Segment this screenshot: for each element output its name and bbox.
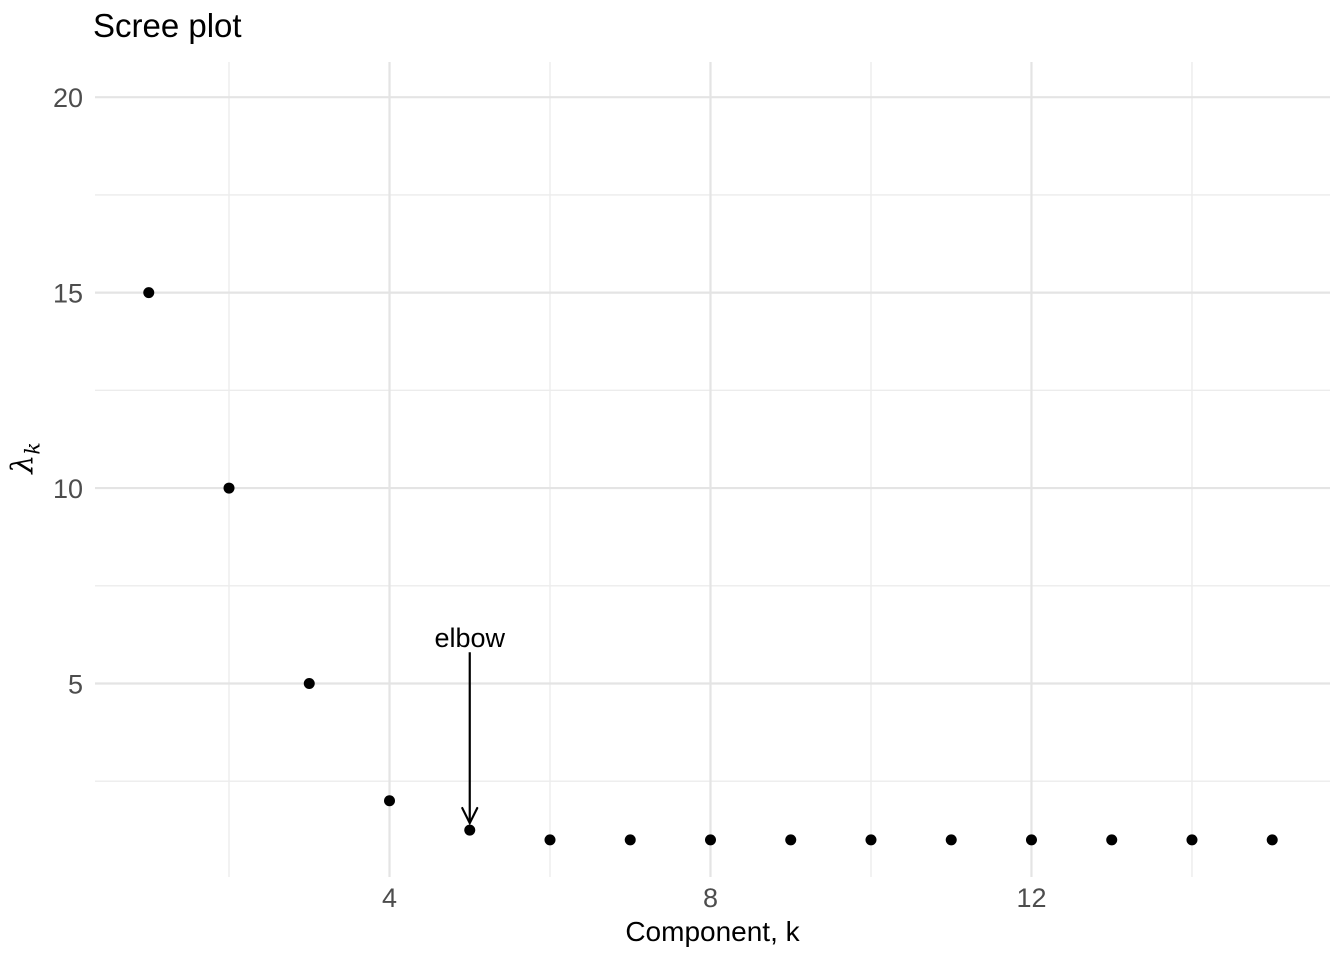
y-tick-label: 15 — [53, 279, 83, 309]
x-axis-title: Component, k — [625, 916, 800, 947]
annotation-label: elbow — [434, 623, 505, 653]
data-point — [223, 482, 235, 494]
data-point — [1106, 834, 1118, 846]
x-tick-label: 8 — [703, 883, 718, 913]
data-point — [1025, 834, 1037, 846]
data-point — [1266, 834, 1278, 846]
data-point — [384, 795, 396, 807]
data-point — [303, 678, 315, 690]
data-point — [704, 834, 716, 846]
data-point — [143, 287, 155, 299]
data-point — [785, 834, 797, 846]
x-tick-label: 4 — [382, 883, 397, 913]
data-point — [544, 834, 556, 846]
data-point — [945, 834, 957, 846]
y-tick-label: 10 — [53, 474, 83, 504]
annotation-arrowhead — [461, 806, 479, 826]
data-point — [1186, 834, 1198, 846]
y-tick-label: 5 — [68, 670, 83, 700]
x-tick-label: 12 — [1016, 883, 1046, 913]
y-tick-label: 20 — [53, 83, 83, 113]
data-point — [464, 824, 476, 836]
data-point — [624, 834, 636, 846]
plot-title: Scree plot — [93, 7, 242, 44]
data-point — [865, 834, 877, 846]
